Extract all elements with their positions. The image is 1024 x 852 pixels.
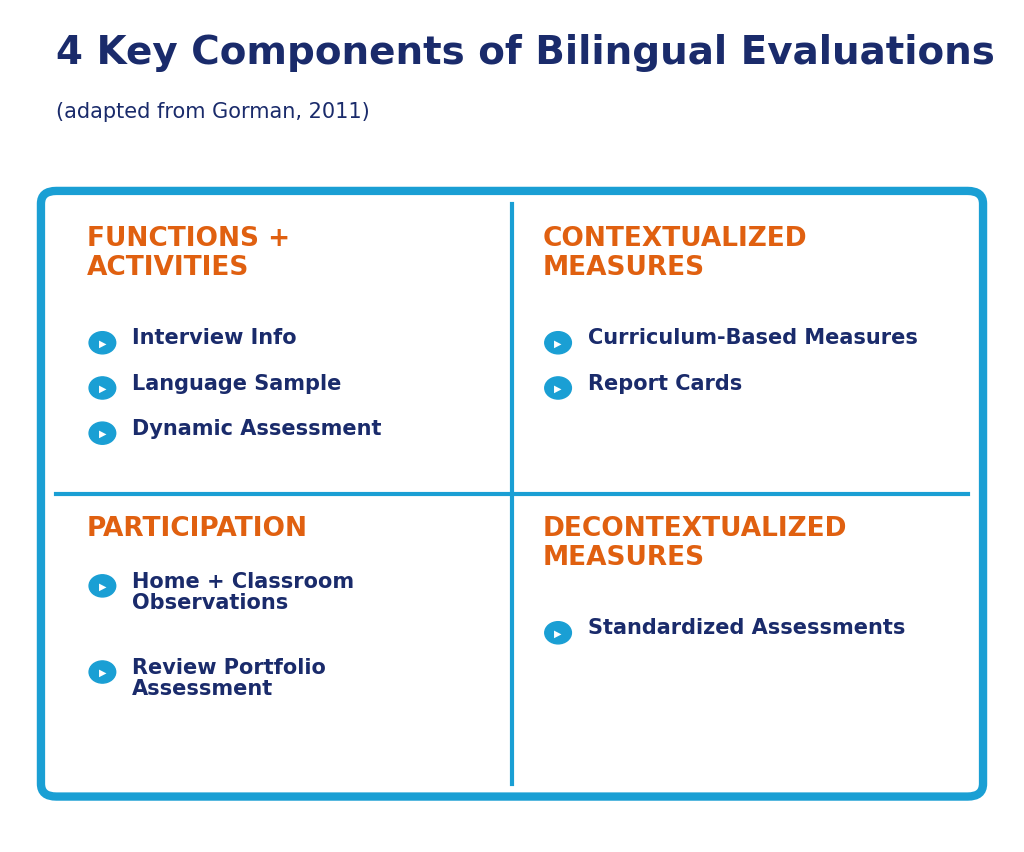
Text: ▶: ▶ <box>554 338 562 348</box>
Text: Standardized Assessments: Standardized Assessments <box>588 618 905 637</box>
Text: (adapted from Gorman, 2011): (adapted from Gorman, 2011) <box>56 102 370 122</box>
Text: Review Portfolio
Assessment: Review Portfolio Assessment <box>132 657 326 699</box>
Text: ▶: ▶ <box>554 383 562 394</box>
Circle shape <box>545 622 571 644</box>
Text: ▶: ▶ <box>98 338 106 348</box>
Text: DECONTEXTUALIZED
MEASURES: DECONTEXTUALIZED MEASURES <box>543 515 847 570</box>
Text: Dynamic Assessment: Dynamic Assessment <box>132 418 382 438</box>
Text: ▶: ▶ <box>98 429 106 439</box>
Text: Home + Classroom
Observations: Home + Classroom Observations <box>132 571 354 613</box>
Circle shape <box>89 575 116 597</box>
Text: CONTEXTUALIZED
MEASURES: CONTEXTUALIZED MEASURES <box>543 226 807 280</box>
Circle shape <box>545 377 571 400</box>
Text: 4 Key Components of Bilingual Evaluations: 4 Key Components of Bilingual Evaluation… <box>56 34 995 72</box>
Text: FUNCTIONS +
ACTIVITIES: FUNCTIONS + ACTIVITIES <box>87 226 290 280</box>
Text: Report Cards: Report Cards <box>588 373 742 393</box>
Text: ▶: ▶ <box>554 628 562 638</box>
Text: PARTICIPATION: PARTICIPATION <box>87 515 308 541</box>
FancyBboxPatch shape <box>41 192 983 797</box>
Circle shape <box>545 332 571 354</box>
Text: ▶: ▶ <box>98 581 106 591</box>
Circle shape <box>89 423 116 445</box>
Text: ▶: ▶ <box>98 667 106 677</box>
Text: ▶: ▶ <box>98 383 106 394</box>
Circle shape <box>89 332 116 354</box>
Text: Interview Info: Interview Info <box>132 328 297 348</box>
Circle shape <box>89 661 116 683</box>
Text: Curriculum-Based Measures: Curriculum-Based Measures <box>588 328 918 348</box>
Circle shape <box>89 377 116 400</box>
Text: Language Sample: Language Sample <box>132 373 341 393</box>
